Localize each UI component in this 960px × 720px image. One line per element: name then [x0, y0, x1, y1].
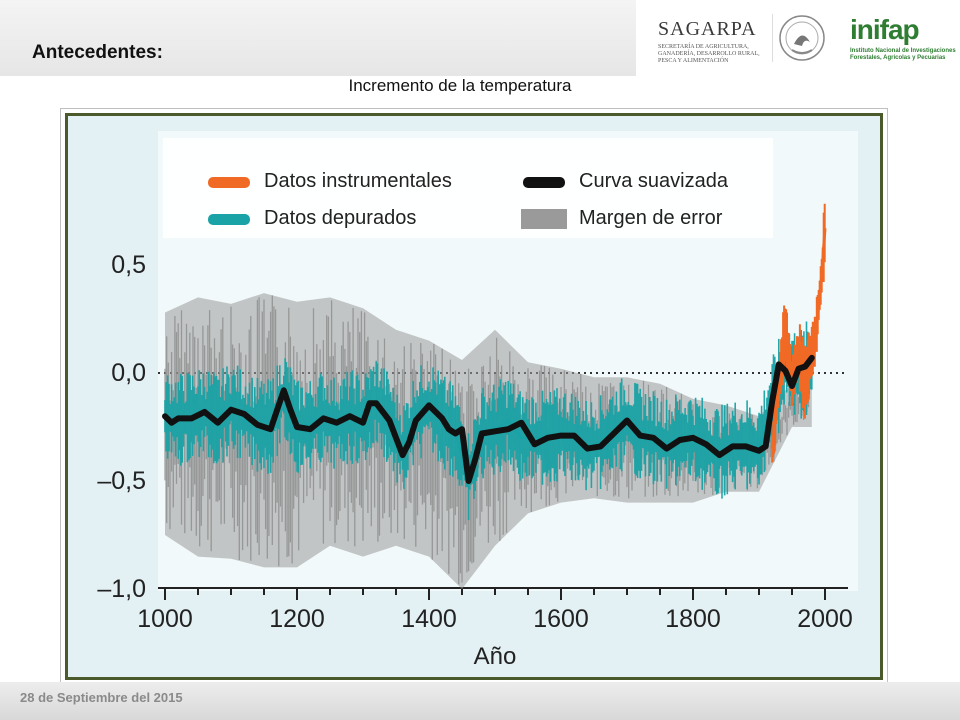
- x-tick-label-0: 1000: [137, 605, 193, 633]
- legend: Datos instrumentales Curva suavizada Datos…: [208, 170, 729, 229]
- series-layer: [162, 203, 827, 484]
- x-tick-label-5: 2000: [797, 605, 853, 633]
- legend-swatch-0: [208, 177, 250, 188]
- chart-panel: Datos instrumentales Curva suavizada Datos…: [65, 113, 883, 680]
- footer-bar: 28 de Septiembre del 2015: [0, 682, 960, 720]
- y-tick-label-1: 0,0: [111, 359, 146, 387]
- temperature-chart: Datos instrumentales Curva suavizada Datos…: [97, 131, 858, 670]
- legend-swatch-2: [208, 214, 250, 225]
- logo-area: SAGARPA SECRETARÍA DE AGRICULTURA, GANAD…: [636, 0, 960, 76]
- legend-swatch-1: [523, 177, 565, 188]
- chart-heading: Incremento de la temperatura: [348, 76, 572, 95]
- section-title: Antecedentes:: [32, 42, 163, 63]
- x-axis-title: Año: [474, 643, 517, 670]
- series-datos-instrumentales: [770, 228, 827, 449]
- x-tick-label-4: 1800: [665, 605, 721, 633]
- sagarpa-logo: SAGARPA: [658, 18, 757, 40]
- legend-label-0: Datos instrumentales: [264, 170, 452, 192]
- inifap-subtitle: Instituto Nacional de Investigaciones Fo…: [850, 48, 956, 61]
- y-tick-label-3: –1,0: [97, 575, 146, 603]
- x-axis: 1000 1200 1400 1600 1800 2000 Año: [137, 587, 853, 670]
- footer-date: 28 de Septiembre del 2015: [20, 690, 183, 705]
- legend-label-3: Margen de error: [579, 207, 723, 229]
- legend-swatch-3: [521, 209, 567, 229]
- x-tick-label-3: 1600: [533, 605, 589, 633]
- y-tick-label-0: 0,5: [111, 251, 146, 279]
- legend-label-1: Curva suavizada: [579, 170, 729, 192]
- x-tick-label-2: 1400: [401, 605, 457, 633]
- legend-label-2: Datos depurados: [264, 207, 416, 229]
- sagarpa-subtitle: SECRETARÍA DE AGRICULTURA, GANADERÍA, DE…: [658, 44, 760, 64]
- chart-frame: Datos instrumentales Curva suavizada Datos…: [60, 108, 888, 684]
- series-curva-suavizada: [162, 354, 815, 484]
- y-tick-label-2: –0,5: [97, 467, 146, 495]
- x-tick-label-1: 1200: [269, 605, 325, 633]
- header-bar: [0, 0, 636, 76]
- legend-box: [163, 138, 773, 238]
- inifap-logo: inifap: [850, 14, 920, 45]
- mexico-coat-of-arms-icon: [772, 14, 825, 62]
